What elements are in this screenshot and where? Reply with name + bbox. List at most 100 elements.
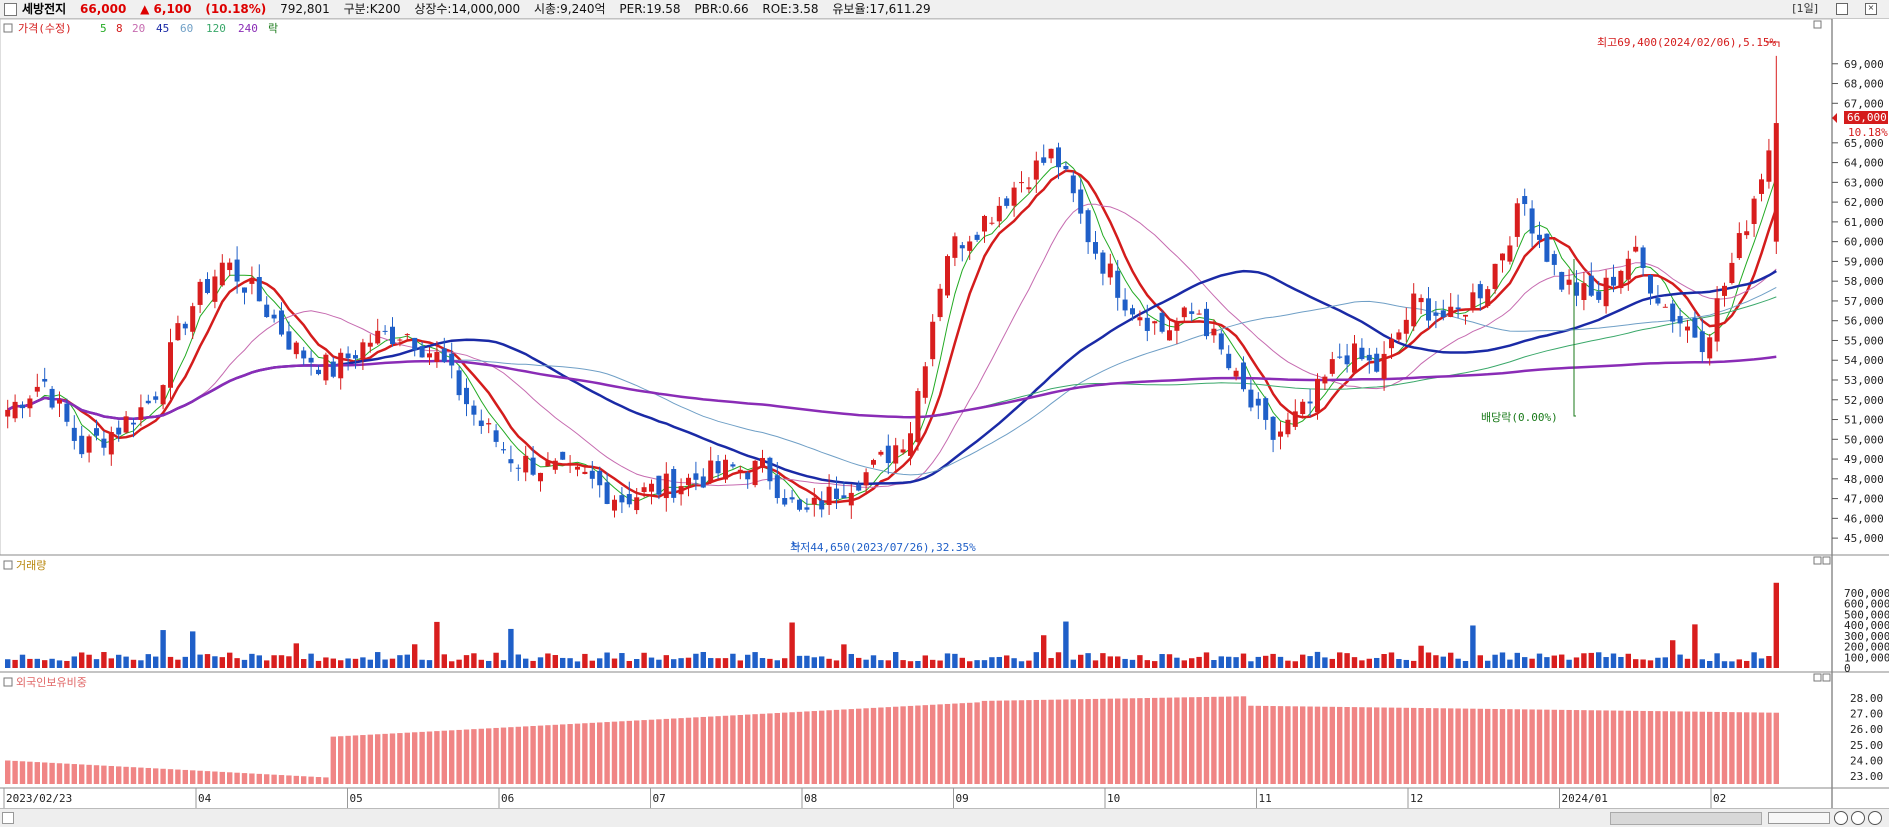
- candle: [959, 245, 965, 249]
- volume-bar: [937, 660, 943, 668]
- candle: [1418, 297, 1424, 303]
- candle: [1122, 299, 1128, 311]
- volume-bar: [1766, 656, 1772, 668]
- zoom-out-icon[interactable]: [1834, 811, 1848, 825]
- foreign-ownership-bar: [619, 721, 625, 784]
- volume-panel-toggle-icon[interactable]: [3, 560, 13, 570]
- volume-bar: [1292, 661, 1298, 668]
- volume-bar: [523, 658, 529, 668]
- foreign-ownership-bar: [1122, 698, 1128, 784]
- candle: [834, 488, 839, 499]
- foreign-panel-toggle-icon[interactable]: [3, 677, 13, 687]
- foreign-ownership-bar: [1618, 710, 1624, 784]
- candle: [1263, 398, 1269, 420]
- volume-bar: [611, 658, 618, 668]
- close-icon[interactable]: ×: [1865, 3, 1877, 15]
- pbr-readout: PBR:0.66: [694, 2, 749, 16]
- candle: [1522, 196, 1528, 205]
- zoom-in-icon[interactable]: [1851, 811, 1865, 825]
- foreign-ownership-bar: [1048, 699, 1054, 784]
- foreign-ownership-bar: [426, 731, 433, 784]
- candle: [1063, 166, 1069, 170]
- legend-toggle-icon[interactable]: [3, 23, 13, 33]
- volume-bar: [952, 653, 958, 668]
- foreign-ownership-bar: [293, 775, 299, 784]
- volume-bar: [1048, 658, 1054, 668]
- zoom-slider[interactable]: [1768, 812, 1830, 824]
- foreign-ownership-bar: [878, 707, 884, 784]
- candle: [634, 497, 640, 511]
- candle: [345, 353, 351, 359]
- candle: [900, 449, 906, 453]
- volume-bar: [12, 659, 18, 668]
- candle: [367, 342, 373, 347]
- foreign-ownership-bar: [1129, 698, 1136, 784]
- foreign-ownership-bar: [1300, 706, 1306, 784]
- price-tick-label: 57,000: [1844, 295, 1884, 308]
- volume-bar: [597, 658, 603, 668]
- candle: [264, 304, 270, 318]
- foreign-ownership-bar: [1440, 708, 1446, 784]
- price-tick-label: 56,000: [1844, 315, 1884, 328]
- foreign-panel-restore-icon[interactable]: [1813, 673, 1822, 682]
- volume-bar: [1107, 656, 1113, 668]
- volume-bar: [204, 654, 211, 668]
- foreign-panel-close-icon[interactable]: [1822, 673, 1831, 682]
- volume-bar: [1492, 654, 1498, 668]
- candle: [1611, 276, 1616, 286]
- volume-bar: [1647, 660, 1654, 668]
- volume-bar: [34, 658, 40, 668]
- dividend-arrow-icon: [1573, 259, 1576, 417]
- candle: [848, 492, 854, 506]
- foreign-ownership-bar: [116, 766, 122, 784]
- candle: [5, 409, 11, 417]
- foreign-ownership-bar: [811, 711, 817, 784]
- volume-bar: [1559, 654, 1565, 668]
- stock-chart: 69,000 68,000 67,000 65,000 64,000 63,000 62,0…: [0, 18, 1889, 808]
- candle: [715, 461, 721, 474]
- volume-panel-restore-icon[interactable]: [1813, 556, 1822, 565]
- foreign-tick-label: 28.00: [1850, 692, 1883, 705]
- volume-bar: [782, 658, 788, 668]
- foreign-ownership-bar: [1425, 708, 1432, 784]
- foreign-ownership-bar: [382, 733, 388, 784]
- volume-bar: [878, 660, 884, 668]
- foreign-ownership-bar: [27, 761, 33, 784]
- volume-readout: 792,801: [280, 2, 330, 16]
- candle: [915, 391, 921, 443]
- candle: [153, 396, 159, 400]
- minimize-box-icon[interactable]: [1835, 3, 1848, 15]
- volume-bar: [264, 660, 270, 668]
- horizontal-scrollbar[interactable]: [0, 808, 1889, 827]
- candle: [619, 495, 625, 503]
- volume-bar: [56, 660, 63, 668]
- volume-bar: [1255, 656, 1261, 668]
- volume-bar: [116, 654, 122, 668]
- period-selector[interactable]: [1일]: [1792, 2, 1818, 15]
- zoom-reset-icon[interactable]: [1868, 811, 1882, 825]
- volume-panel-close-icon[interactable]: [1822, 556, 1831, 565]
- foreign-ownership-bar: [1137, 698, 1143, 784]
- price-panel-restore-icon[interactable]: [1813, 20, 1822, 29]
- candle: [1152, 321, 1158, 324]
- x-tick-label: 05: [350, 792, 363, 805]
- scroll-left-icon[interactable]: [2, 812, 14, 824]
- volume-bar: [915, 660, 921, 668]
- ma20-line: [7, 203, 1777, 488]
- volume-bar: [123, 656, 129, 668]
- volume-bar: [1226, 656, 1232, 668]
- volume-bar: [441, 654, 447, 668]
- price-tick-label: 64,000: [1844, 157, 1884, 170]
- scroll-thumb[interactable]: [1610, 812, 1762, 825]
- candle: [878, 451, 884, 455]
- foreign-ownership-bar: [471, 729, 477, 784]
- foreign-ownership-bar: [138, 767, 144, 784]
- select-checkbox[interactable]: [4, 3, 17, 16]
- candle: [678, 486, 684, 495]
- candle: [1714, 298, 1720, 342]
- volume-bar: [456, 659, 462, 668]
- volume-bar: [27, 658, 33, 668]
- foreign-ownership-bar: [330, 736, 336, 784]
- candle: [841, 495, 847, 499]
- volume-bar: [1684, 658, 1691, 668]
